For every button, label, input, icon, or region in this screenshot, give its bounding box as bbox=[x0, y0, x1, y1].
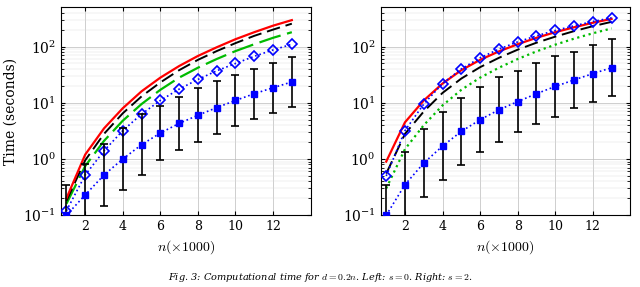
X-axis label: $n(\times1000)$: $n(\times1000)$ bbox=[476, 239, 534, 257]
Y-axis label: Time (seconds): Time (seconds) bbox=[4, 58, 17, 165]
Text: Fig. 3: Computational time for $d=0.2n$. Left: $s=0$. Right: $s=2$.: Fig. 3: Computational time for $d=0.2n$.… bbox=[168, 271, 472, 284]
X-axis label: $n(\times1000)$: $n(\times1000)$ bbox=[157, 239, 215, 257]
